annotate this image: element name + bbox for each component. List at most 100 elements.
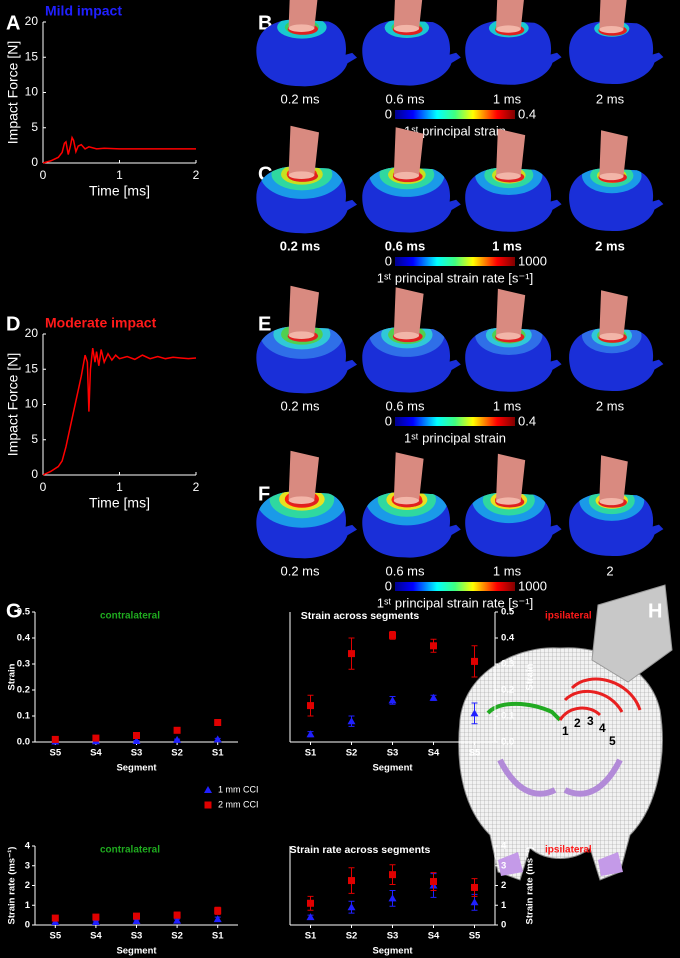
panel-letter: A	[6, 12, 20, 34]
segment-number: 2	[574, 716, 581, 730]
brain-snapshot	[362, 127, 461, 233]
y-tick-label: 0.1	[17, 711, 31, 722]
side-label: contralateral	[100, 845, 160, 856]
panel-letter: H	[648, 600, 662, 622]
brain-snapshot	[362, 452, 461, 558]
side-label: ipsilateral	[545, 845, 592, 856]
impactor-tip	[393, 496, 419, 505]
y-axis-label: Strain	[7, 663, 18, 690]
segment-number: 1	[562, 724, 569, 738]
x-tick-label: S2	[346, 748, 358, 759]
impactor-tip	[288, 331, 315, 339]
marker	[429, 693, 438, 701]
impactor	[393, 287, 424, 337]
x-axis-label: Time [ms]	[89, 495, 150, 511]
y-tick-label: 0	[31, 467, 38, 481]
y-axis-label: Strain rate (ms⁻¹)	[525, 847, 536, 925]
y-tick-label: 0	[31, 155, 38, 169]
brain-snapshot	[465, 288, 562, 392]
impactor-tip	[496, 497, 521, 505]
side-label: contralateral	[100, 611, 160, 622]
time-label: 0.2 ms	[280, 238, 320, 253]
x-axis-label: Time [ms]	[89, 183, 150, 199]
impactor	[288, 285, 319, 337]
marker	[132, 917, 141, 925]
segment-number: 5	[609, 734, 616, 748]
x-tick-label: S2	[346, 931, 358, 942]
marker	[51, 735, 59, 743]
brain-snapshot	[569, 455, 664, 557]
colorbar-min: 0	[385, 413, 392, 428]
brain	[362, 20, 461, 86]
time-label: 0.2 ms	[280, 398, 320, 413]
x-tick-label: S4	[90, 748, 102, 759]
colorbar-label: 1ˢᵗ principal strain rate [s⁻¹]	[377, 595, 533, 610]
colorbar-min: 0	[385, 578, 392, 593]
time-label: 0.2 ms	[280, 91, 320, 106]
x-axis-label: Segment	[116, 763, 157, 774]
x-tick-label: S3	[131, 748, 143, 759]
y-tick-label: 0.2	[501, 685, 514, 696]
impactor	[288, 450, 319, 502]
panel-letter: E	[258, 313, 271, 335]
segment-number: 3	[587, 714, 594, 728]
x-tick-label: S5	[469, 931, 481, 942]
x-tick-label: S1	[305, 748, 317, 759]
y-tick-label: 1	[25, 900, 31, 911]
brain	[465, 20, 562, 85]
red-contours	[558, 677, 642, 721]
side-label: ipsilateral	[545, 611, 592, 622]
legend-label: 2 mm CCI	[218, 799, 259, 809]
impactor-tip	[393, 171, 419, 180]
y-tick-label: 3	[501, 860, 506, 871]
marker	[348, 877, 355, 885]
time-label: 1 ms	[493, 398, 522, 413]
impactor	[393, 127, 424, 177]
x-tick-label: 0	[40, 480, 47, 494]
marker	[389, 871, 396, 879]
colorbar-max: 1000	[518, 253, 547, 268]
impactor	[393, 0, 423, 30]
brain-snapshot	[569, 290, 664, 392]
brain	[256, 19, 357, 87]
time-label: 2	[606, 563, 613, 578]
x-tick-label: S3	[131, 931, 143, 942]
colorbar	[395, 417, 515, 426]
x-axis-label: Segment	[116, 946, 157, 957]
y-tick-label: 0.5	[17, 607, 31, 618]
time-label: 0.6 ms	[385, 563, 425, 578]
marker	[306, 730, 315, 738]
chart-title: Strain across segments	[301, 610, 420, 622]
chart-title: Moderate impact	[45, 315, 157, 331]
y-tick-label: 5	[31, 432, 38, 446]
marker	[470, 898, 479, 906]
x-axis-label: Segment	[372, 946, 413, 957]
marker	[214, 907, 222, 915]
marker	[430, 642, 437, 650]
x-tick-label: S5	[49, 931, 61, 942]
brain-snapshot	[256, 0, 357, 87]
marker	[51, 914, 59, 922]
marker	[213, 735, 222, 743]
x-tick-label: S2	[171, 931, 183, 942]
colorbar-label: 1ˢᵗ principal strain	[404, 430, 506, 445]
marker	[173, 735, 182, 743]
marker	[92, 734, 100, 742]
marker	[470, 709, 479, 717]
marker	[213, 915, 222, 923]
impactor-tip	[599, 172, 624, 181]
x-tick-label: S1	[305, 931, 317, 942]
marker	[388, 894, 397, 902]
y-tick-label: 0.1	[501, 711, 515, 722]
segment-map	[458, 584, 673, 881]
legend-marker	[204, 786, 212, 793]
time-label: 1 ms	[493, 563, 522, 578]
y-tick-label: 2	[501, 880, 506, 891]
impactor	[288, 0, 318, 30]
y-tick-label: 10	[25, 85, 39, 99]
marker	[132, 736, 141, 744]
impactor-tip	[288, 496, 315, 504]
marker	[306, 913, 315, 921]
panel-letter: D	[6, 313, 20, 335]
chart-title: Strain rate across segments	[290, 844, 431, 856]
